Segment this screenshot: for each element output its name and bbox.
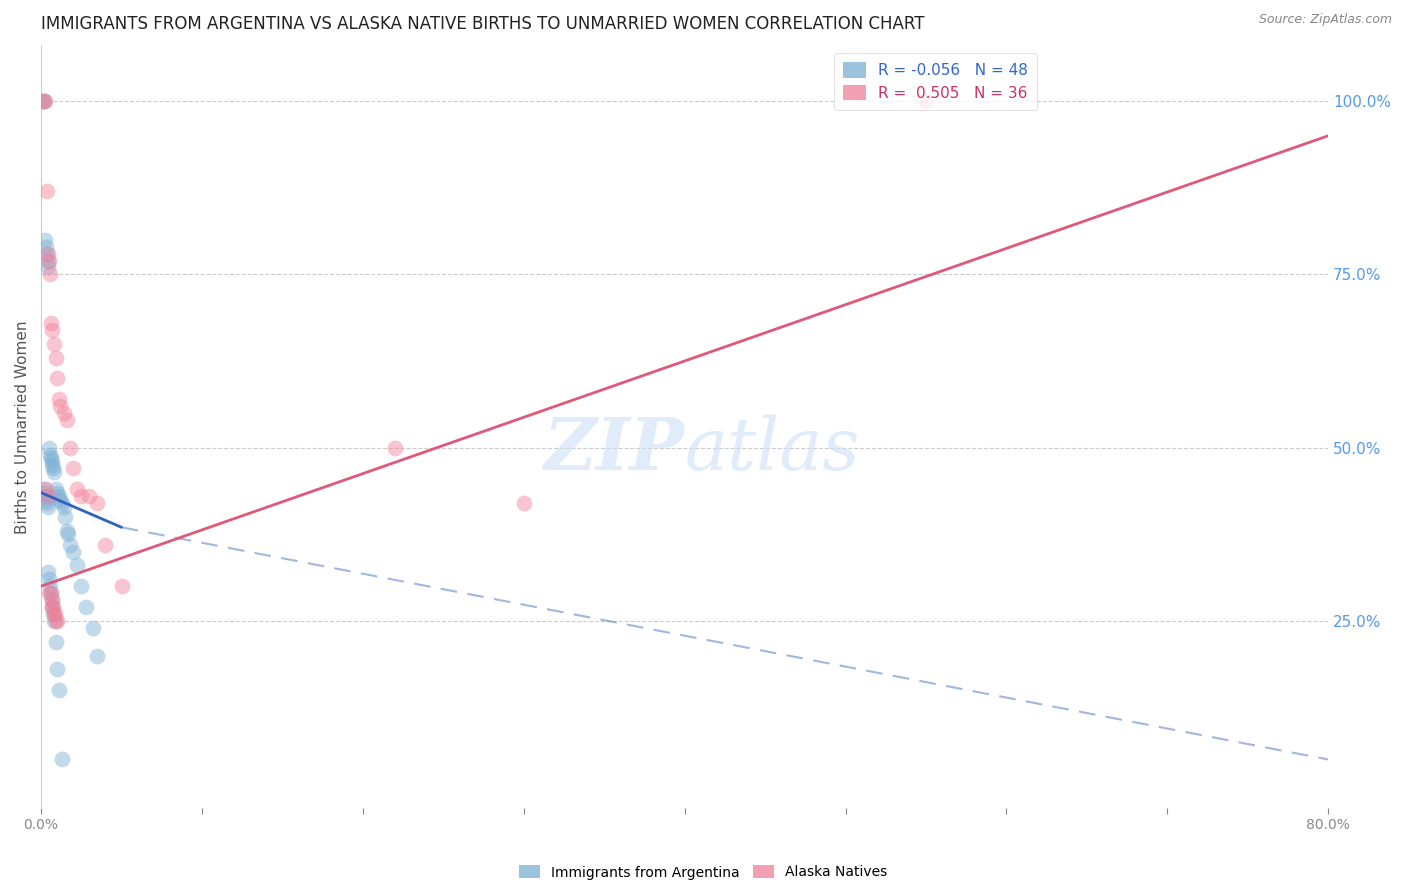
Point [52,500,75,514]
Text: ZIP: ZIP [544,414,685,485]
Point [384,441,406,455]
Point [35,482,58,496]
Point [37,489,59,503]
Point [41,600,63,615]
Text: IMMIGRANTS FROM ARGENTINA VS ALASKA NATIVE BIRTHS TO UNMARRIED WOMEN CORRELATION: IMMIGRANTS FROM ARGENTINA VS ALASKA NATI… [41,15,925,33]
Point [46,371,69,385]
Point [37,260,59,275]
Point [42,607,65,621]
Point [48,489,70,503]
Point [51,496,73,510]
Point [48,683,70,698]
Point [35,184,58,198]
Point [37,246,59,260]
Point [59,441,82,455]
Point [41,593,63,607]
Point [41,593,63,607]
Point [41,458,63,472]
Legend: Immigrants from Argentina, Alaska Natives: Immigrants from Argentina, Alaska Native… [513,860,893,885]
Point [46,485,69,500]
Point [49,399,72,413]
Point [62,544,84,558]
Point [110,579,132,593]
Point [56,413,79,427]
Point [37,566,59,580]
Point [65,482,87,496]
Point [75,600,97,615]
Point [86,648,108,663]
Point [46,614,69,628]
Point [58,527,80,541]
Point [44,607,66,621]
Point [86,496,108,510]
Y-axis label: Births to Unmarried Women: Births to Unmarried Women [15,320,30,533]
Point [52,406,75,420]
Point [39,586,62,600]
Point [39,450,62,465]
Point [35,496,58,510]
Point [49,492,72,507]
Point [513,496,536,510]
Point [45,351,67,365]
Point [34,94,56,108]
Point [39,586,62,600]
Point [34,233,56,247]
Point [34,94,56,108]
Point [42,465,65,479]
Point [70,579,93,593]
Point [51,752,73,766]
Point [37,253,59,268]
Point [94,538,117,552]
Point [41,323,63,337]
Point [42,600,65,615]
Point [45,482,67,496]
Point [42,614,65,628]
Point [45,614,67,628]
Point [41,600,63,615]
Point [39,579,62,593]
Point [35,246,58,260]
Point [41,454,63,468]
Point [39,448,62,462]
Point [42,461,65,475]
Point [56,524,79,538]
Point [35,240,58,254]
Point [42,336,65,351]
Point [70,489,93,503]
Point [82,621,104,635]
Point [39,268,62,282]
Point [46,662,69,676]
Point [31,94,53,108]
Point [39,316,62,330]
Point [38,253,60,268]
Point [37,500,59,514]
Point [38,586,60,600]
Point [34,485,56,500]
Point [38,441,60,455]
Point [65,558,87,573]
Point [59,538,82,552]
Point [32,482,55,496]
Point [34,489,56,503]
Point [38,572,60,586]
Point [62,461,84,475]
Point [53,510,76,524]
Text: Source: ZipAtlas.com: Source: ZipAtlas.com [1258,13,1392,27]
Text: atlas: atlas [685,415,860,485]
Point [48,392,70,406]
Point [45,634,67,648]
Point [35,492,58,507]
Point [32,94,55,108]
Point [42,607,65,621]
Point [915,94,938,108]
Point [79,489,101,503]
Legend: R = -0.056   N = 48, R =  0.505   N = 36: R = -0.056 N = 48, R = 0.505 N = 36 [834,54,1038,110]
